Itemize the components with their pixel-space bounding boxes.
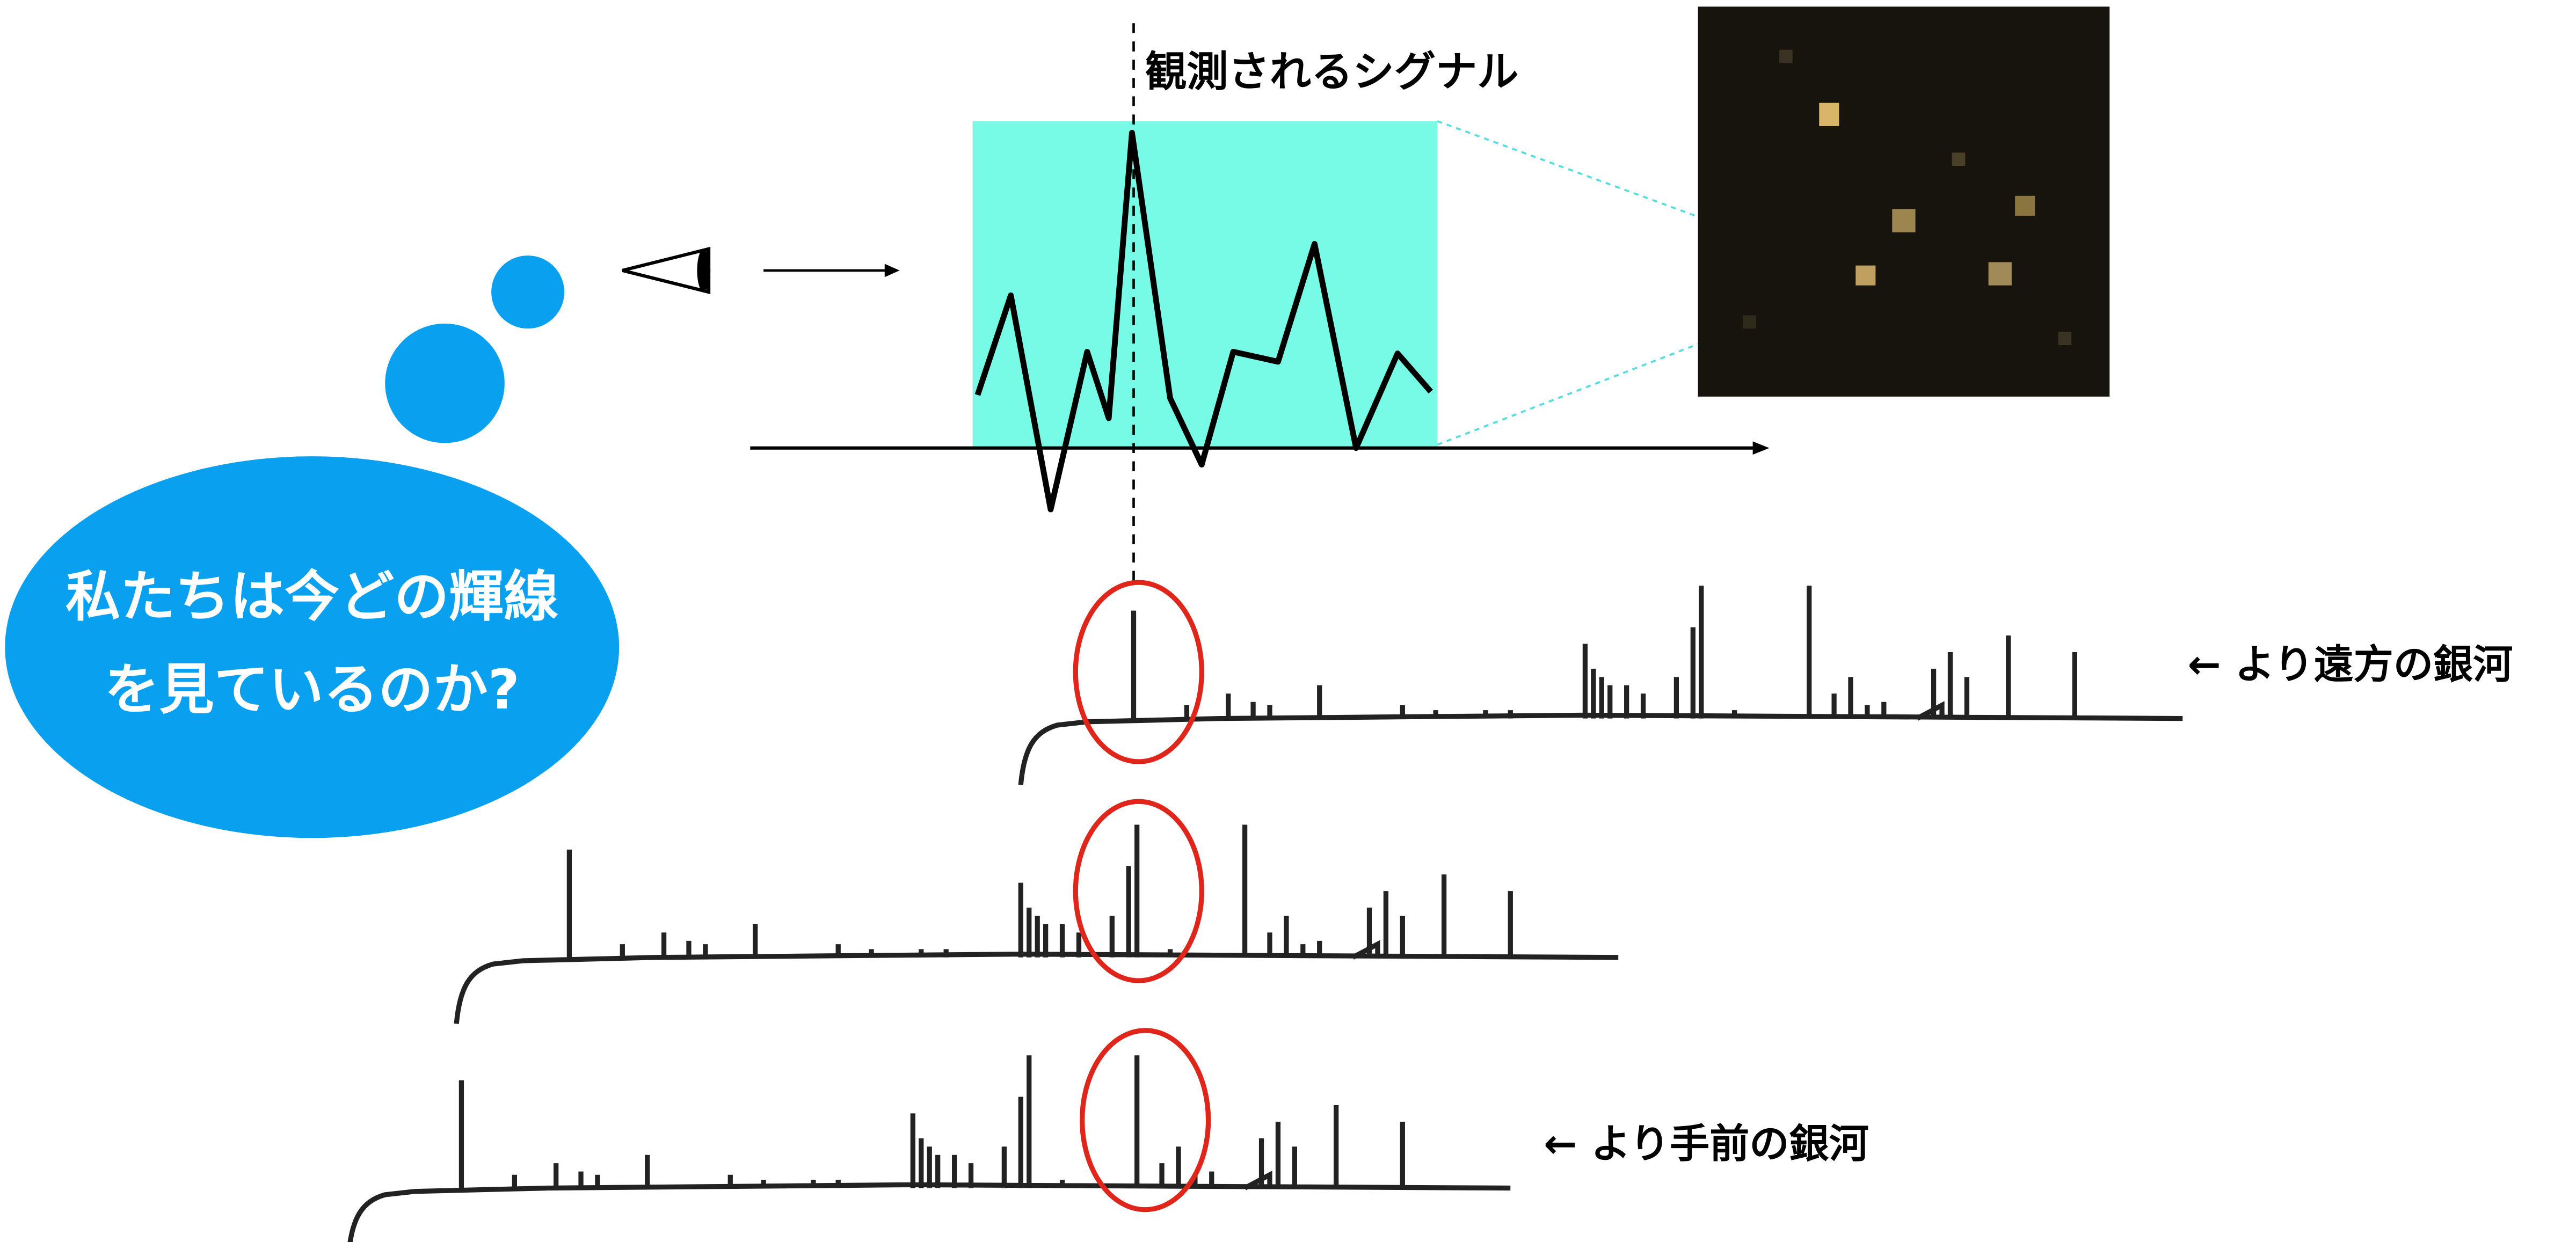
signal-label: 観測されるシグナル — [1145, 48, 1518, 96]
far-label: ← より遠方の銀河 — [2188, 641, 2513, 688]
eye — [622, 246, 900, 295]
spectrum-mid — [456, 824, 1618, 1024]
zoom-line — [1437, 277, 1868, 446]
near-label: ← より手前の銀河 — [1544, 1121, 1869, 1167]
question-line: 私たちは今どの輝線 — [66, 565, 558, 629]
thought-bubble: 私たちは今どの輝線 を見ているのか? — [5, 255, 620, 838]
highlight-circles — [1073, 580, 1211, 1212]
question-line: を見ているのか? — [105, 658, 520, 722]
signal-window — [972, 121, 1438, 448]
spectrum-near — [348, 1055, 1510, 1242]
signal — [974, 129, 1433, 513]
axis-arrow — [1752, 441, 1770, 455]
spectrum-far — [1021, 586, 2182, 785]
sky-image — [1698, 6, 2110, 397]
